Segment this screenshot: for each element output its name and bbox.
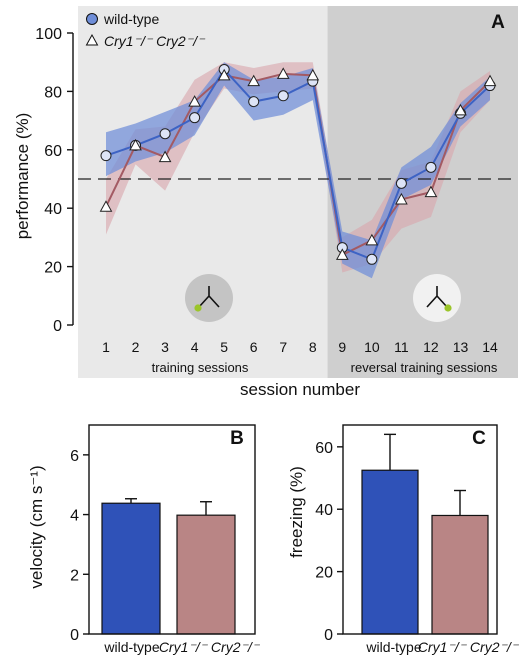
x-tick-label-a: 5 (220, 339, 228, 355)
x-tick-label-b-wild-type: wild-type (103, 639, 159, 655)
bar-cry (431, 514, 489, 635)
group-label-training: training sessions (152, 360, 249, 375)
data-point-wild-type (248, 96, 260, 108)
data-point-cry (276, 67, 290, 79)
data-point-wild-type (100, 150, 112, 162)
data-point-cry (395, 192, 408, 205)
series-line-wild-type (105, 67, 491, 261)
x-tick-label-c-wild-type: wild-type (365, 639, 421, 655)
b-frame (88, 424, 256, 635)
y-tick-label-c: 40 (315, 502, 333, 519)
data-point-wild-type (189, 112, 201, 124)
y-tick-label-c: 20 (315, 565, 333, 582)
data-point-wild-type (159, 128, 171, 140)
group-label-reversal: reversal training sessions (351, 360, 498, 375)
x-tick-label-a: 10 (364, 339, 380, 355)
x-tick-label-a: 8 (309, 339, 317, 355)
data-point-cry (99, 200, 113, 212)
y-tick-label-c: 0 (324, 627, 333, 644)
x-tick-label-a: 6 (250, 339, 258, 355)
data-point-cry (217, 68, 231, 81)
y-axis-label-a: performance (%) (13, 113, 32, 240)
y-tick-label-a: 60 (44, 143, 62, 160)
panel-c: 0 20 40 60 C freezing (%) wild-type Cry1⁻/⁻… (287, 424, 520, 655)
legend: wild-type Cry1⁻/⁻ Cry2⁻/⁻ (85, 11, 206, 49)
x-tick-label-c-cry: Cry1⁻/⁻ Cry2⁻/⁻ (418, 639, 520, 655)
x-tick-label-a: 4 (191, 339, 199, 355)
data-point-cry (129, 138, 142, 151)
series-line-cry (105, 72, 491, 257)
data-point-wild-type (395, 177, 407, 189)
x-tick-label-a: 2 (132, 339, 140, 355)
bar-wild-type (361, 469, 419, 635)
data-point-wild-type (366, 253, 378, 265)
x-axis-label-a: session number (240, 380, 360, 399)
x-tick-label-a: 12 (423, 339, 439, 355)
y-tick-label-a: 100 (35, 26, 62, 43)
data-point-cry (247, 74, 261, 87)
x-tick-label-a: 1 (102, 339, 110, 355)
legend-marker-cry (85, 33, 99, 46)
legend-label-cry: Cry1⁻/⁻ Cry2⁻/⁻ (104, 33, 206, 49)
x-tick-label-b-cry: Cry1⁻/⁻ Cry2⁻/⁻ (159, 639, 261, 655)
x-tick-label-a: 11 (394, 339, 409, 355)
panel-label-a: A (491, 12, 505, 33)
data-point-cry (454, 103, 467, 116)
legend-marker-wild-type (86, 13, 98, 25)
y-tick-label-a: 40 (44, 201, 62, 218)
y-tick-label-a: 20 (44, 260, 62, 277)
data-point-cry (306, 68, 320, 81)
bar-wild-type (101, 502, 161, 635)
data-point-cry (483, 74, 497, 87)
data-point-cry (335, 248, 349, 260)
y-axis-label-b: velocity (cm s⁻¹) (27, 465, 46, 588)
data-point-wild-type (277, 90, 289, 102)
data-point-cry (188, 95, 201, 107)
panel-b: 0 2 4 6 B velocity (cm s⁻¹) wild-type Cry1⁻… (27, 424, 261, 655)
data-point-cry (365, 233, 379, 246)
x-tick-label-a: 3 (161, 339, 169, 355)
legend-label-wild-type: wild-type (103, 11, 159, 27)
y-axis-label-c: freezing (%) (287, 466, 306, 558)
y-maze-icon-reversal (413, 274, 461, 322)
data-point-cry (158, 150, 172, 163)
panel-label-c: C (472, 428, 486, 449)
y-tick-label-a: 80 (44, 84, 62, 101)
x-tick-label-a: 9 (338, 339, 346, 355)
panel-label-b: B (230, 428, 244, 449)
y-tick-label-a: 0 (53, 318, 62, 335)
x-tick-label-a: 7 (279, 339, 287, 355)
y-maze-icon-training (185, 274, 233, 322)
data-point-wild-type (425, 161, 437, 173)
y-tick-label-b: 6 (70, 448, 79, 465)
y-tick-label-b: 4 (70, 508, 79, 525)
bar-cry (176, 514, 236, 635)
confidence-band-wild-type (106, 62, 491, 279)
x-tick-label-a: 13 (453, 339, 469, 355)
y-tick-label-b: 0 (70, 627, 79, 644)
y-tick-label-b: 2 (70, 567, 79, 584)
y-tick-label-c: 60 (315, 440, 333, 457)
x-tick-label-a: 14 (482, 339, 498, 355)
data-point-cry (424, 185, 438, 198)
c-frame (342, 424, 498, 635)
